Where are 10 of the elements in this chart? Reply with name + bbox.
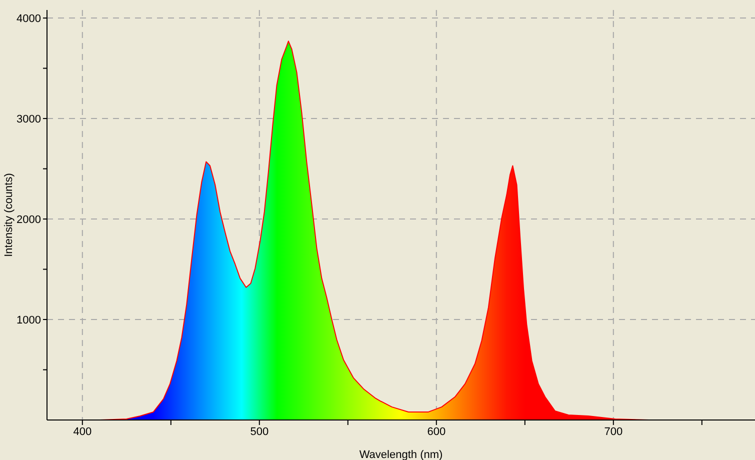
x-tick-label: 400 — [73, 426, 92, 438]
x-tick-label: 500 — [250, 426, 269, 438]
y-tick-label: 2000 — [16, 214, 41, 226]
x-tick-label: 600 — [427, 426, 446, 438]
x-axis-title: Wavelength (nm) — [359, 449, 443, 460]
x-tick-label: 700 — [604, 426, 623, 438]
y-tick-label: 3000 — [16, 113, 41, 126]
y-tick-label: 4000 — [16, 12, 41, 25]
y-axis-title: Intensity (counts) — [2, 173, 15, 257]
y-tick-label: 1000 — [16, 314, 41, 326]
